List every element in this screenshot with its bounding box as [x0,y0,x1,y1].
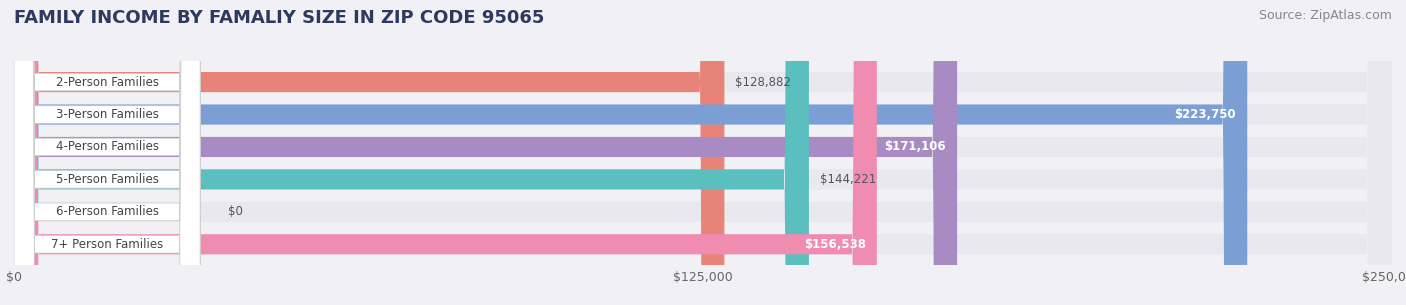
FancyBboxPatch shape [14,0,1392,305]
Text: Source: ZipAtlas.com: Source: ZipAtlas.com [1258,9,1392,22]
Text: 7+ Person Families: 7+ Person Families [51,238,163,251]
FancyBboxPatch shape [14,0,1392,305]
FancyBboxPatch shape [14,0,200,305]
Text: $128,882: $128,882 [735,76,792,88]
Text: 5-Person Families: 5-Person Families [56,173,159,186]
FancyBboxPatch shape [14,0,200,305]
FancyBboxPatch shape [14,0,200,305]
FancyBboxPatch shape [14,0,724,305]
Text: 4-Person Families: 4-Person Families [56,141,159,153]
Text: $0: $0 [228,205,242,218]
Text: $144,221: $144,221 [820,173,876,186]
Text: $171,106: $171,106 [884,141,946,153]
FancyBboxPatch shape [14,0,1247,305]
FancyBboxPatch shape [14,0,1392,305]
FancyBboxPatch shape [14,0,200,305]
Text: 2-Person Families: 2-Person Families [56,76,159,88]
Text: $156,538: $156,538 [804,238,866,251]
Text: FAMILY INCOME BY FAMALIY SIZE IN ZIP CODE 95065: FAMILY INCOME BY FAMALIY SIZE IN ZIP COD… [14,9,544,27]
Text: 6-Person Families: 6-Person Families [56,205,159,218]
FancyBboxPatch shape [14,0,200,305]
Text: 3-Person Families: 3-Person Families [56,108,159,121]
Text: $223,750: $223,750 [1174,108,1236,121]
FancyBboxPatch shape [14,0,957,305]
FancyBboxPatch shape [14,0,877,305]
FancyBboxPatch shape [14,0,1392,305]
FancyBboxPatch shape [14,0,808,305]
FancyBboxPatch shape [14,0,1392,305]
FancyBboxPatch shape [14,0,1392,305]
FancyBboxPatch shape [14,0,200,305]
